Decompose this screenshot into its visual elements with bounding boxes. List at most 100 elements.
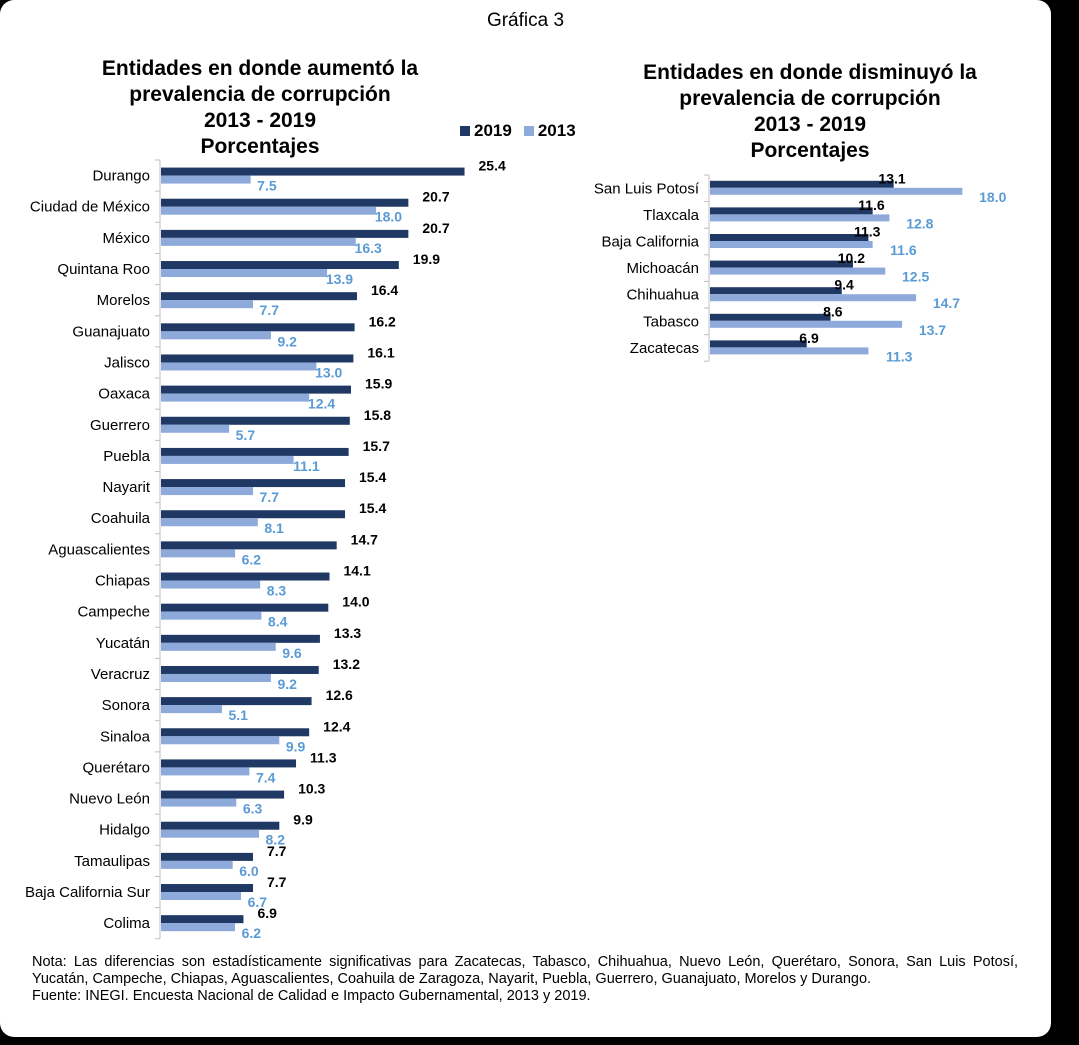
left-chart-bar-2013 — [161, 860, 233, 869]
left-chart-value-label-2013: 13.9 — [326, 271, 353, 287]
right-chart-bar-2019 — [710, 340, 807, 348]
left-chart-category-label: Puebla — [103, 448, 150, 465]
left-chart-category-label: Hidalgo — [99, 822, 150, 839]
legend-item-2013: 2013 — [523, 121, 576, 141]
left-chart-bar-2013 — [161, 673, 271, 682]
footnote: Nota: Las diferencias son estadísticamen… — [32, 954, 1018, 1005]
left-chart-bar-2013 — [161, 175, 251, 184]
left-chart-category-label: Querétaro — [82, 759, 150, 776]
left-chart-value-label-2019: 15.4 — [359, 469, 386, 485]
left-chart-value-label-2019: 13.2 — [333, 656, 360, 672]
left-chart-value-label-2019: 16.4 — [371, 282, 398, 298]
left-chart-category-label: Guerrero — [90, 417, 150, 434]
left-chart-value-label-2019: 7.7 — [267, 843, 287, 859]
right-chart-bar-2013 — [710, 187, 963, 195]
source-text: Fuente: INEGI. Encuesta Nacional de Cali… — [32, 988, 591, 1004]
left-chart-value-label-2013: 6.2 — [242, 925, 262, 941]
left-chart-bar-2013 — [161, 736, 280, 745]
left-chart-category-label: Jalisco — [104, 354, 150, 371]
left-chart-bar-2019 — [161, 385, 352, 394]
left-chart-bar-2019 — [161, 198, 409, 207]
legend-label-2013: 2013 — [537, 121, 576, 140]
right-chart-bar-2019 — [710, 287, 842, 295]
left-chart-value-label-2019: 12.6 — [326, 687, 353, 703]
right-chart-value-label-2019: 10.2 — [838, 250, 865, 266]
left-chart-bar-2019 — [161, 479, 346, 488]
figure-card: Gráfica 3 Entidades en donde aumentó la … — [0, 0, 1051, 1037]
left-chart-bar-2013 — [161, 424, 230, 433]
left-chart-bar-2019 — [161, 634, 320, 643]
left-chart-bar-2013 — [161, 518, 258, 527]
left-chart-bar-2013 — [161, 829, 259, 838]
left-chart-bar-2019 — [161, 354, 354, 363]
left-chart-bar-2019 — [161, 821, 280, 830]
right-title-line: 2013 - 2019 — [753, 113, 867, 136]
left-chart-bar-2013 — [161, 300, 254, 309]
left-chart-category-label: Ciudad de México — [30, 199, 150, 216]
left-chart-value-label-2013: 13.0 — [315, 364, 342, 380]
right-title-line: prevalencia de corrupción — [679, 87, 941, 110]
left-chart-bar-2019 — [161, 603, 329, 612]
left-chart-bar-2013 — [161, 269, 328, 278]
left-chart-value-label-2019: 15.7 — [363, 438, 390, 454]
left-chart-value-label-2019: 14.0 — [342, 594, 369, 610]
right-chart-bar-2013 — [710, 347, 869, 355]
left-chart-value-label-2013: 6.7 — [248, 894, 268, 910]
left-chart-bar-2019 — [161, 510, 346, 519]
right-chart-bar-2019 — [710, 180, 894, 188]
left-title-line: 2013 - 2019 — [203, 109, 317, 132]
left-chart-category-label: Sonora — [102, 697, 151, 714]
right-chart-category-label: Tabasco — [643, 313, 699, 330]
left-chart-value-label-2013: 8.1 — [264, 520, 284, 536]
left-chart-value-label-2013: 5.1 — [228, 707, 248, 723]
right-chart-bar-2019 — [710, 207, 873, 215]
left-chart-value-label-2019: 9.9 — [293, 812, 313, 828]
right-chart-category-label: Zacatecas — [630, 340, 699, 357]
left-chart-bar-2019 — [161, 261, 399, 270]
left-chart-category-label: Aguascalientes — [48, 541, 150, 558]
left-chart-value-label-2013: 11.1 — [293, 458, 320, 474]
left-chart-category-label: Nayarit — [102, 479, 150, 496]
left-chart-category-label: Campeche — [77, 604, 150, 621]
left-chart-category-label: Chiapas — [95, 573, 150, 590]
right-chart-value-label-2013: 11.6 — [890, 242, 917, 258]
right-chart-bar-2013 — [710, 294, 917, 302]
legend-swatch-2013 — [523, 126, 534, 136]
left-chart-bar-2019 — [161, 229, 409, 238]
left-chart-value-label-2013: 9.6 — [282, 645, 302, 661]
left-chart-value-label-2013: 7.5 — [257, 178, 277, 194]
left-chart-bar-2013 — [161, 923, 236, 932]
left-chart-bar-2013 — [161, 767, 250, 776]
left-chart-bar-2019 — [161, 447, 349, 456]
left-chart-category-label: Durango — [92, 168, 150, 185]
left-chart-bar-2013 — [161, 798, 237, 807]
left-chart-value-label-2019: 16.1 — [367, 344, 394, 360]
left-chart-bar-2013 — [161, 393, 310, 402]
left-chart-category-label: Coahuila — [91, 510, 151, 527]
left-chart-value-label-2013: 9.2 — [277, 676, 297, 692]
legend-item-2019: 2019 — [460, 121, 512, 141]
right-chart-bar-2013 — [710, 214, 890, 222]
left-chart-value-label-2013: 8.2 — [266, 832, 286, 848]
left-chart-bar-2019 — [161, 167, 465, 176]
left-chart-category-label: Baja California Sur — [25, 884, 150, 901]
left-chart-bar-2013 — [161, 892, 242, 901]
right-chart-value-label-2013: 12.5 — [902, 269, 929, 285]
left-chart-bar-2013 — [161, 705, 222, 714]
right-chart-value-label-2019: 11.3 — [854, 224, 881, 240]
left-chart-bar-2013 — [161, 642, 276, 651]
left-chart-bar-2019 — [161, 416, 350, 425]
left-chart-category-label: Morelos — [97, 292, 150, 309]
left-chart-category-label: Guanajuato — [72, 323, 150, 340]
note-text: Nota: Las diferencias son estadísticamen… — [32, 954, 1018, 987]
left-chart-value-label-2013: 7.4 — [256, 769, 276, 785]
left-chart-bar-2019 — [161, 915, 244, 924]
left-chart-category-label: Colima — [103, 915, 150, 932]
right-chart-category-label: Chihuahua — [626, 287, 699, 304]
left-chart-bar-2019 — [161, 790, 285, 799]
left-chart-bar-2013 — [161, 611, 262, 620]
left-chart-value-label-2013: 7.7 — [260, 302, 280, 318]
left-chart-value-label-2013: 9.9 — [286, 738, 306, 754]
right-chart-value-label-2013: 12.8 — [906, 215, 933, 231]
left-chart-bar-2013 — [161, 237, 356, 246]
